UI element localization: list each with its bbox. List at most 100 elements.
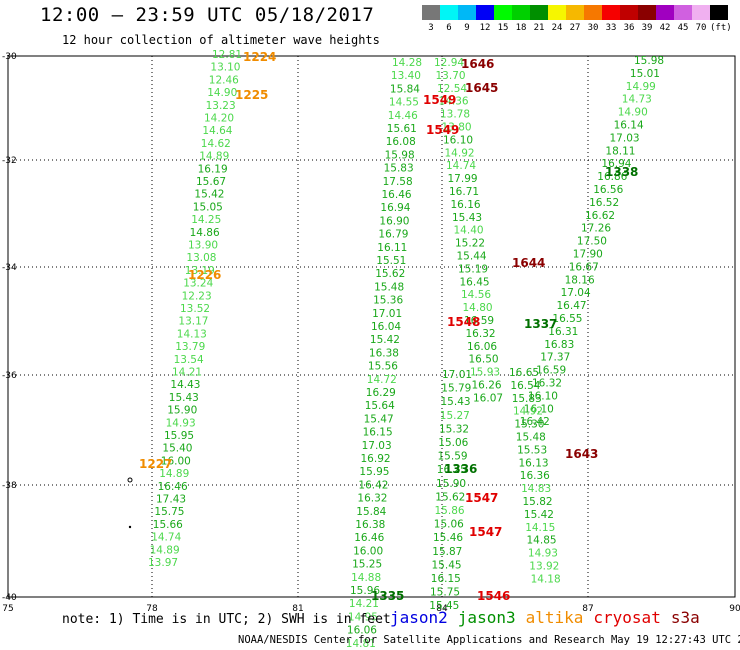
wave-height-label: 16.71 (449, 186, 479, 198)
wave-height-label: 15.42 (370, 334, 400, 346)
satellite-jason2: jason2 (390, 608, 448, 627)
wave-height-label: 15.44 (457, 251, 487, 263)
wave-height-label: 16.11 (377, 242, 407, 254)
wave-height-label: 14.92 (445, 147, 475, 159)
wave-height-label: 15.95 (359, 466, 389, 478)
wave-height-label: 15.75 (154, 506, 184, 518)
lon-tick-label: 75 (2, 604, 13, 614)
wave-height-label: 17.43 (156, 494, 186, 506)
wave-height-label: 14.89 (159, 468, 189, 480)
wave-height-label: 17.04 (561, 287, 591, 299)
wave-height-label: 14.56 (461, 289, 491, 301)
wave-height-label: 16.06 (467, 341, 497, 353)
lon-tick-label: 81 (292, 604, 303, 614)
legend-swatch (476, 5, 494, 20)
wave-height-label: 15.42 (194, 189, 224, 201)
wave-height-label: 15.79 (441, 383, 471, 395)
wave-height-label: 16.62 (585, 210, 615, 222)
lat-tick-label: -34 (2, 263, 17, 273)
wave-height-label: 15.95 (164, 430, 194, 442)
wave-height-label: 15.05 (193, 201, 223, 213)
pass-time-label: 1336 (444, 462, 477, 476)
wave-height-label: 15.83 (512, 393, 542, 405)
pass-time-label: 1337 (524, 317, 557, 331)
wave-height-label: 14.40 (454, 225, 484, 237)
wave-height-label: 18.16 (565, 274, 595, 286)
wave-height-label: 15.64 (365, 400, 395, 412)
wave-height-label: 14.64 (202, 125, 232, 137)
legend-swatch (656, 5, 674, 20)
wave-height-label: 16.65 (509, 367, 539, 379)
wave-height-label: 16.32 (357, 493, 387, 505)
wave-height-label: 14.80 (463, 302, 493, 314)
legend-swatch (422, 5, 440, 20)
wave-height-label: 15.61 (387, 123, 417, 135)
wave-height-label: 12.81 (212, 49, 242, 61)
satellite-cryosat: cryosat (593, 608, 661, 627)
wave-height-label: 14.36 (439, 96, 469, 108)
wave-height-label: 13.78 (440, 109, 470, 121)
wave-height-label: 16.42 (358, 479, 388, 491)
legend-swatch (602, 5, 620, 20)
track-s3a-1338: 15.9815.0114.9914.7314.9016.1417.0318.11… (520, 55, 664, 428)
lon-tick-label: 78 (146, 604, 158, 614)
wave-height-label: 13.90 (188, 240, 218, 252)
wave-height-label: 18.11 (605, 145, 635, 157)
wave-height-label: 15.59 (438, 451, 468, 463)
wave-height-label: 17.03 (610, 132, 640, 144)
legend-label: 39 (641, 23, 653, 33)
pass-time-label: 1549 (423, 93, 456, 107)
wave-height-label: 14.83 (521, 483, 551, 495)
wave-height-label: 16.15 (431, 573, 461, 585)
legend-label: 42 (659, 23, 671, 33)
wave-height-label: 14.95 (348, 611, 378, 623)
wave-height-label: 15.51 (376, 255, 406, 267)
lat-tick-label: -36 (2, 371, 17, 381)
wave-height-label: 12.46 (209, 74, 239, 86)
pass-time-labels: 1224 1225 1226 1227 1646 1645 1549 1549 1338 1644… (139, 50, 638, 603)
legend-label: 12 (479, 23, 491, 33)
axis-tick-labels: 75 78 81 84 87 90 -30 -32 -34 -36 -38 -40 (2, 52, 740, 614)
legend-label: 45 (677, 23, 689, 33)
legend-label: 27 (569, 23, 581, 33)
map-frame (7, 55, 736, 598)
legend-swatch (710, 5, 728, 20)
legend-swatch (548, 5, 566, 20)
wave-height-label: 17.50 (577, 236, 607, 248)
track-s3a-1646: 12.9413.7012.5414.3613.7813.8016.1014.92… (434, 57, 503, 404)
wave-height-label: 15.98 (634, 55, 664, 67)
wave-height-label: 16.36 (520, 470, 550, 482)
island-markers (127, 477, 133, 529)
satellite-jason3: jason3 (457, 608, 516, 627)
track-jason3-1335: 14.2813.4015.8414.5514.4615.6116.0815.98… (346, 57, 422, 650)
wave-height-label: 15.19 (458, 263, 488, 275)
wave-height-label: 16.59 (536, 365, 566, 377)
pass-time-label: 1549 (426, 123, 459, 137)
wave-height-label: 15.62 (435, 491, 465, 503)
wave-height-label: 13.08 (186, 252, 216, 264)
wave-height-label: 15.30 (514, 419, 544, 431)
wave-height-label: 16.50 (469, 354, 499, 366)
wave-height-label: 16.00 (161, 455, 191, 467)
wave-height-label: 16.10 (443, 134, 473, 146)
pass-time-label: 1225 (235, 88, 268, 102)
wave-height-label: 13.17 (178, 316, 208, 328)
legend-label: (ft) (710, 23, 732, 33)
wave-height-label: 14.74 (446, 160, 476, 172)
wave-height-label: 14.86 (190, 227, 220, 239)
wave-height-label: 13.79 (175, 341, 205, 353)
legend-label: 36 (623, 23, 635, 33)
wave-height-label: 14.55 (389, 97, 419, 109)
wave-height-label: 17.03 (362, 440, 392, 452)
wave-height-label: 16.26 (472, 380, 502, 392)
wave-height-label: 14.15 (525, 522, 555, 534)
wave-height-label: 16.10 (524, 403, 554, 415)
wave-height-label: 15.87 (432, 546, 462, 558)
wave-height-label: 15.84 (356, 506, 386, 518)
pass-time-label: 1224 (243, 50, 276, 64)
wave-height-label: 16.19 (198, 163, 228, 175)
wave-height-label: 14.18 (531, 573, 561, 585)
wave-height-label: 15.56 (368, 361, 398, 373)
legend-swatch (584, 5, 602, 20)
